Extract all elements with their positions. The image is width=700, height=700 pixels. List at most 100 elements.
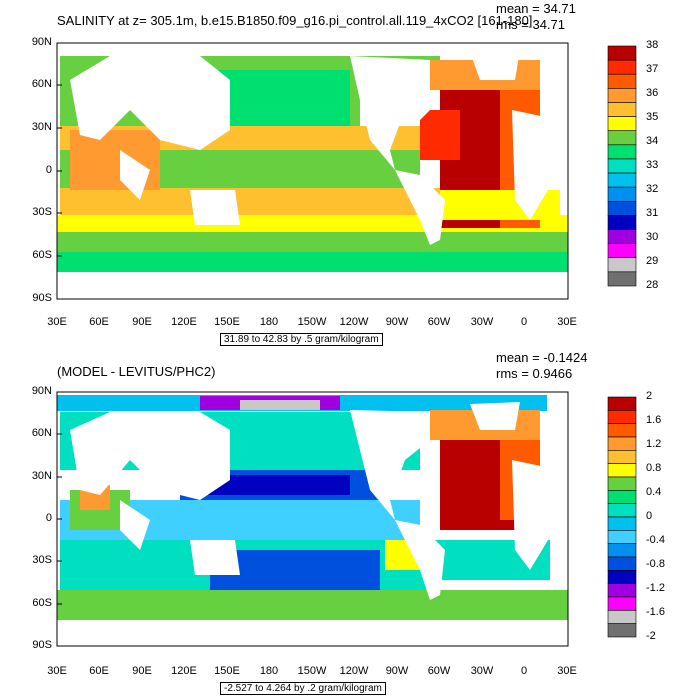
colorbar-swatch xyxy=(607,243,637,259)
colorbar-swatch xyxy=(607,556,637,571)
p1-lon-1: 60E xyxy=(89,316,109,328)
p1-lon-2: 90E xyxy=(132,316,152,328)
panel2-mean: mean = -0.1424 xyxy=(496,350,588,365)
colorbar-swatch xyxy=(607,271,637,287)
colorbar-swatch xyxy=(607,73,637,89)
p1-lon-6: 150W xyxy=(297,316,327,328)
panel1-mean: mean = 34.71 xyxy=(496,1,576,16)
p1-lon-9: 60W xyxy=(427,316,451,328)
panel2-rms: rms = 0.9466 xyxy=(496,366,573,381)
p1-lat-0: 0 xyxy=(45,164,52,176)
colorbar-swatch xyxy=(607,450,637,464)
colorbar-label: 31 xyxy=(646,207,659,219)
colorbar-label: 29 xyxy=(646,255,659,267)
colorbar-swatch xyxy=(607,158,637,174)
colorbar-swatch xyxy=(607,623,637,638)
colorbar-swatch xyxy=(607,144,637,160)
p1-lat-30n: 30N xyxy=(31,121,52,133)
colorbar-swatch xyxy=(607,116,637,132)
p1-lon-3: 120E xyxy=(171,316,197,328)
panel2-contour-info: -2.527 to 4.264 by .2 gram/kilogram xyxy=(220,682,386,695)
p2-lon-9: 60W xyxy=(427,665,451,677)
panel1-map xyxy=(56,42,569,300)
p2-lat-0: 0 xyxy=(45,512,52,524)
colorbar-label: 34 xyxy=(646,135,659,147)
p1-lon-11: 0 xyxy=(520,316,528,328)
colorbar-swatch xyxy=(607,257,637,273)
colorbar-label: 36 xyxy=(646,87,659,99)
p1-lon-8: 90W xyxy=(385,316,409,328)
colorbar-label: -0.8 xyxy=(646,558,665,570)
colorbar-swatch xyxy=(607,130,637,146)
panel2-title: (MODEL - LEVITUS/PHC2) xyxy=(57,364,216,379)
panel2-colorbar xyxy=(607,396,637,638)
colorbar-label: 0.4 xyxy=(646,486,662,498)
p2-lat-60s: 60S xyxy=(32,597,52,609)
colorbar-label: 2 xyxy=(646,390,653,402)
colorbar-swatch xyxy=(607,516,637,531)
p2-lat-90n: 90N xyxy=(31,385,52,397)
p2-lon-4: 150E xyxy=(214,665,240,677)
p2-lat-60n: 60N xyxy=(31,427,52,439)
p1-lat-30s: 30S xyxy=(32,206,52,218)
colorbar-swatch xyxy=(607,596,637,611)
colorbar-swatch xyxy=(607,530,637,544)
colorbar-label: -0.4 xyxy=(646,534,665,546)
colorbar-swatch xyxy=(607,610,637,624)
p2-lat-90s: 90S xyxy=(32,639,52,651)
colorbar-swatch xyxy=(607,476,637,491)
p1-lat-60n: 60N xyxy=(31,78,52,90)
p1-lon-4: 150E xyxy=(214,316,240,328)
colorbar-swatch xyxy=(607,88,637,103)
p2-lon-7: 120W xyxy=(339,665,369,677)
panel1-ticks xyxy=(57,42,62,300)
p2-lon-12: 30E xyxy=(557,665,577,677)
colorbar-label: 28 xyxy=(646,279,659,291)
p2-lon-1: 60E xyxy=(89,665,109,677)
colorbar-label: 30 xyxy=(646,231,659,243)
p2-lon-2: 90E xyxy=(132,665,152,677)
colorbar-label: 1.6 xyxy=(646,414,662,426)
colorbar-label: 35 xyxy=(646,111,659,123)
colorbar-swatch xyxy=(607,423,637,438)
panel2-map xyxy=(56,391,569,647)
panel1-contour-info: 31.89 to 42.83 by .5 gram/kilogram xyxy=(220,333,383,346)
p2-lon-5: 180 xyxy=(259,665,279,677)
panel1-rms: rms = 34.71 xyxy=(496,17,566,32)
colorbar-swatch xyxy=(607,45,637,61)
p1-lon-12: 30E xyxy=(557,316,577,328)
p2-lat-30n: 30N xyxy=(31,470,52,482)
colorbar-swatch xyxy=(607,503,637,518)
colorbar-label: -2 xyxy=(646,630,656,642)
p2-lon-8: 90W xyxy=(385,665,409,677)
colorbar-swatch xyxy=(607,543,637,558)
colorbar-swatch xyxy=(607,102,637,117)
colorbar-swatch xyxy=(607,229,637,244)
colorbar-swatch xyxy=(607,463,637,478)
p2-lon-10: 30W xyxy=(470,665,494,677)
colorbar-label: 32 xyxy=(646,183,659,195)
colorbar-label: 0 xyxy=(646,510,653,522)
p2-lon-11: 0 xyxy=(520,665,528,677)
colorbar-label: 37 xyxy=(646,63,659,75)
colorbar-swatch xyxy=(607,436,637,451)
colorbar-swatch xyxy=(607,215,637,230)
p1-lon-0: 30E xyxy=(47,316,67,328)
panel2-ticks xyxy=(57,391,62,647)
p1-lat-90s: 90S xyxy=(32,292,52,304)
colorbar-label: -1.2 xyxy=(646,582,665,594)
colorbar-swatch xyxy=(607,172,637,188)
colorbar-swatch xyxy=(607,583,637,598)
p1-lon-5: 180 xyxy=(259,316,279,328)
p2-lon-0: 30E xyxy=(47,665,67,677)
colorbar-label: 33 xyxy=(646,159,659,171)
p1-lon-10: 30W xyxy=(470,316,494,328)
p1-lat-90n: 90N xyxy=(31,36,52,48)
colorbar-swatch xyxy=(607,59,637,75)
panel1-colorbar xyxy=(607,45,637,287)
p2-lon-3: 120E xyxy=(171,665,197,677)
colorbar-swatch xyxy=(607,410,637,424)
colorbar-label: 1.2 xyxy=(646,438,662,450)
colorbar-swatch xyxy=(607,186,637,202)
